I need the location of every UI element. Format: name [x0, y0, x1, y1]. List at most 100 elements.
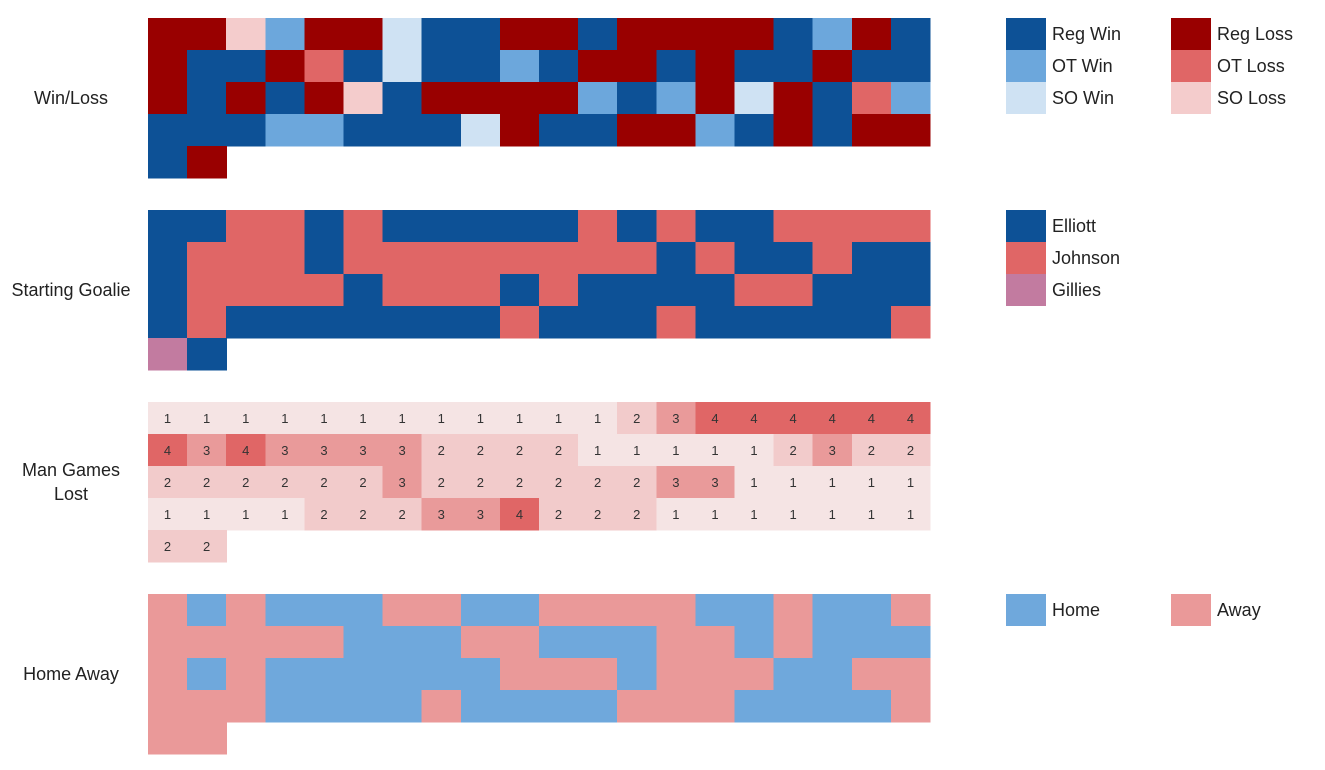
- cell-value: 3: [477, 507, 484, 522]
- cell-home-away-r2-c13: [617, 626, 657, 659]
- cell-value: 1: [829, 507, 836, 522]
- cell-value: 2: [438, 475, 445, 490]
- cell-starting-goalie-r4-c16: [734, 306, 775, 339]
- cell-home-away-r2-c16: [734, 626, 775, 659]
- cell-home-away-r2-c19: [851, 626, 892, 659]
- cell-value: 1: [907, 507, 914, 522]
- cell-starting-goalie-r2-c3: [226, 242, 266, 275]
- cell-starting-goalie-r3-c3: [226, 274, 266, 307]
- cell-man-games-lost-r4-c14: [656, 498, 696, 531]
- cell-man-games-lost-r2-c11: [539, 434, 579, 467]
- cell-home-away-r3-c18: [812, 658, 853, 691]
- panel-starting-goalie: Starting Goalie Elliott Johnson Gillies: [11, 210, 1120, 371]
- cell-home-away-r3-c11: [539, 658, 579, 691]
- cell-home-away-r4-c11: [539, 690, 579, 723]
- cell-value: 1: [359, 411, 366, 426]
- legend-swatch-johnson: [1006, 242, 1046, 274]
- cell-man-games-lost-r1-c14: [656, 402, 696, 435]
- cell-win-loss-r3-c14: [656, 82, 696, 115]
- cell-home-away-r2-c1: [148, 626, 188, 659]
- cell-starting-goalie-r4-c13: [617, 306, 657, 339]
- cell-home-away-r4-c5: [304, 690, 345, 723]
- cell-man-games-lost-r1-c18: [812, 402, 853, 435]
- cell-value: 2: [320, 507, 327, 522]
- cell-starting-goalie-r1-c8: [421, 210, 462, 243]
- cell-home-away-r3-c19: [851, 658, 892, 691]
- cell-man-games-lost-r3-c19: [851, 466, 892, 499]
- cell-starting-goalie-r1-c7: [382, 210, 423, 243]
- legend-swatch-reg-win: [1006, 18, 1046, 50]
- cell-man-games-lost-r3-c8: [421, 466, 462, 499]
- cell-win-loss-r4-c13: [617, 114, 657, 147]
- cell-home-away-r4-c1: [148, 690, 188, 723]
- cell-man-games-lost-r4-c15: [695, 498, 736, 531]
- cell-man-games-lost-r1-c3: [226, 402, 266, 435]
- cell-starting-goalie-r3-c2: [187, 274, 227, 307]
- cell-starting-goalie-r3-c5: [304, 274, 345, 307]
- cell-value: 2: [164, 539, 171, 554]
- cell-home-away-r1-c10: [499, 594, 540, 627]
- cell-win-loss-r2-c13: [617, 50, 657, 83]
- legend-swatch-so-loss: [1171, 82, 1211, 114]
- cell-win-loss-r2-c18: [812, 50, 853, 83]
- cell-man-games-lost-r3-c4: [265, 466, 305, 499]
- cell-starting-goalie-r1-c12: [578, 210, 618, 243]
- cell-value: 1: [203, 411, 210, 426]
- cell-home-away-r1-c1: [148, 594, 188, 627]
- cell-value: 1: [164, 411, 171, 426]
- cell-starting-goalie-r4-c11: [539, 306, 579, 339]
- cell-man-games-lost-r4-c17: [773, 498, 814, 531]
- cell-starting-goalie-r4-c5: [304, 306, 345, 339]
- cell-man-games-lost-r4-c12: [578, 498, 618, 531]
- cell-win-loss-r3-c12: [578, 82, 618, 115]
- cell-man-games-lost-r1-c15: [695, 402, 736, 435]
- cell-win-loss-r2-c4: [265, 50, 305, 83]
- cell-starting-goalie-r4-c12: [578, 306, 618, 339]
- cell-value: 2: [907, 443, 914, 458]
- cell-value: 3: [672, 475, 679, 490]
- cell-starting-goalie-r1-c13: [617, 210, 657, 243]
- legend-win-loss: Reg Win Reg Loss OT Win OT Loss SO Win SO Los…: [1006, 18, 1293, 114]
- cell-man-games-lost-r1-c4: [265, 402, 305, 435]
- cell-man-games-lost-r2-c16: [734, 434, 775, 467]
- cell-value: 2: [633, 507, 640, 522]
- cell-home-away-r4-c20: [890, 690, 931, 723]
- cell-value: 4: [516, 507, 523, 522]
- cell-man-games-lost-r2-c15: [695, 434, 736, 467]
- cell-home-away-r5-c2: [187, 722, 227, 755]
- cell-win-loss-r3-c13: [617, 82, 657, 115]
- cell-value: 1: [633, 443, 640, 458]
- cell-home-away-r1-c14: [656, 594, 696, 627]
- cell-win-loss-r2-c8: [421, 50, 462, 83]
- cell-win-loss-r1-c6: [343, 18, 384, 51]
- cell-win-loss-r3-c16: [734, 82, 775, 115]
- cell-starting-goalie-r4-c4: [265, 306, 305, 339]
- cell-starting-goalie-r4-c6: [343, 306, 384, 339]
- cell-home-away-r3-c7: [382, 658, 423, 691]
- cell-man-games-lost-r2-c12: [578, 434, 618, 467]
- cell-home-away-r2-c17: [773, 626, 814, 659]
- cell-value: 2: [868, 443, 875, 458]
- cell-win-loss-r2-c9: [460, 50, 501, 83]
- cell-win-loss-r5-c1: [148, 146, 188, 179]
- cell-man-games-lost-r4-c1: [148, 498, 188, 531]
- cell-value: 1: [438, 411, 445, 426]
- cell-win-loss-r2-c1: [148, 50, 188, 83]
- cell-man-games-lost-r2-c6: [343, 434, 384, 467]
- cell-win-loss-r3-c3: [226, 82, 266, 115]
- cell-starting-goalie-r2-c11: [539, 242, 579, 275]
- cell-starting-goalie-r4-c18: [812, 306, 853, 339]
- cell-home-away-r3-c20: [890, 658, 931, 691]
- legend-label-away: Away: [1217, 600, 1261, 620]
- cell-win-loss-r4-c14: [656, 114, 696, 147]
- cell-man-games-lost-r4-c18: [812, 498, 853, 531]
- cell-starting-goalie-r2-c10: [499, 242, 540, 275]
- cell-starting-goalie-r3-c4: [265, 274, 305, 307]
- cell-home-away-r1-c7: [382, 594, 423, 627]
- cell-starting-goalie-r1-c10: [499, 210, 540, 243]
- cell-home-away-r4-c19: [851, 690, 892, 723]
- cell-home-away-r4-c10: [499, 690, 540, 723]
- cell-starting-goalie-r1-c11: [539, 210, 579, 243]
- cell-starting-goalie-r3-c9: [460, 274, 501, 307]
